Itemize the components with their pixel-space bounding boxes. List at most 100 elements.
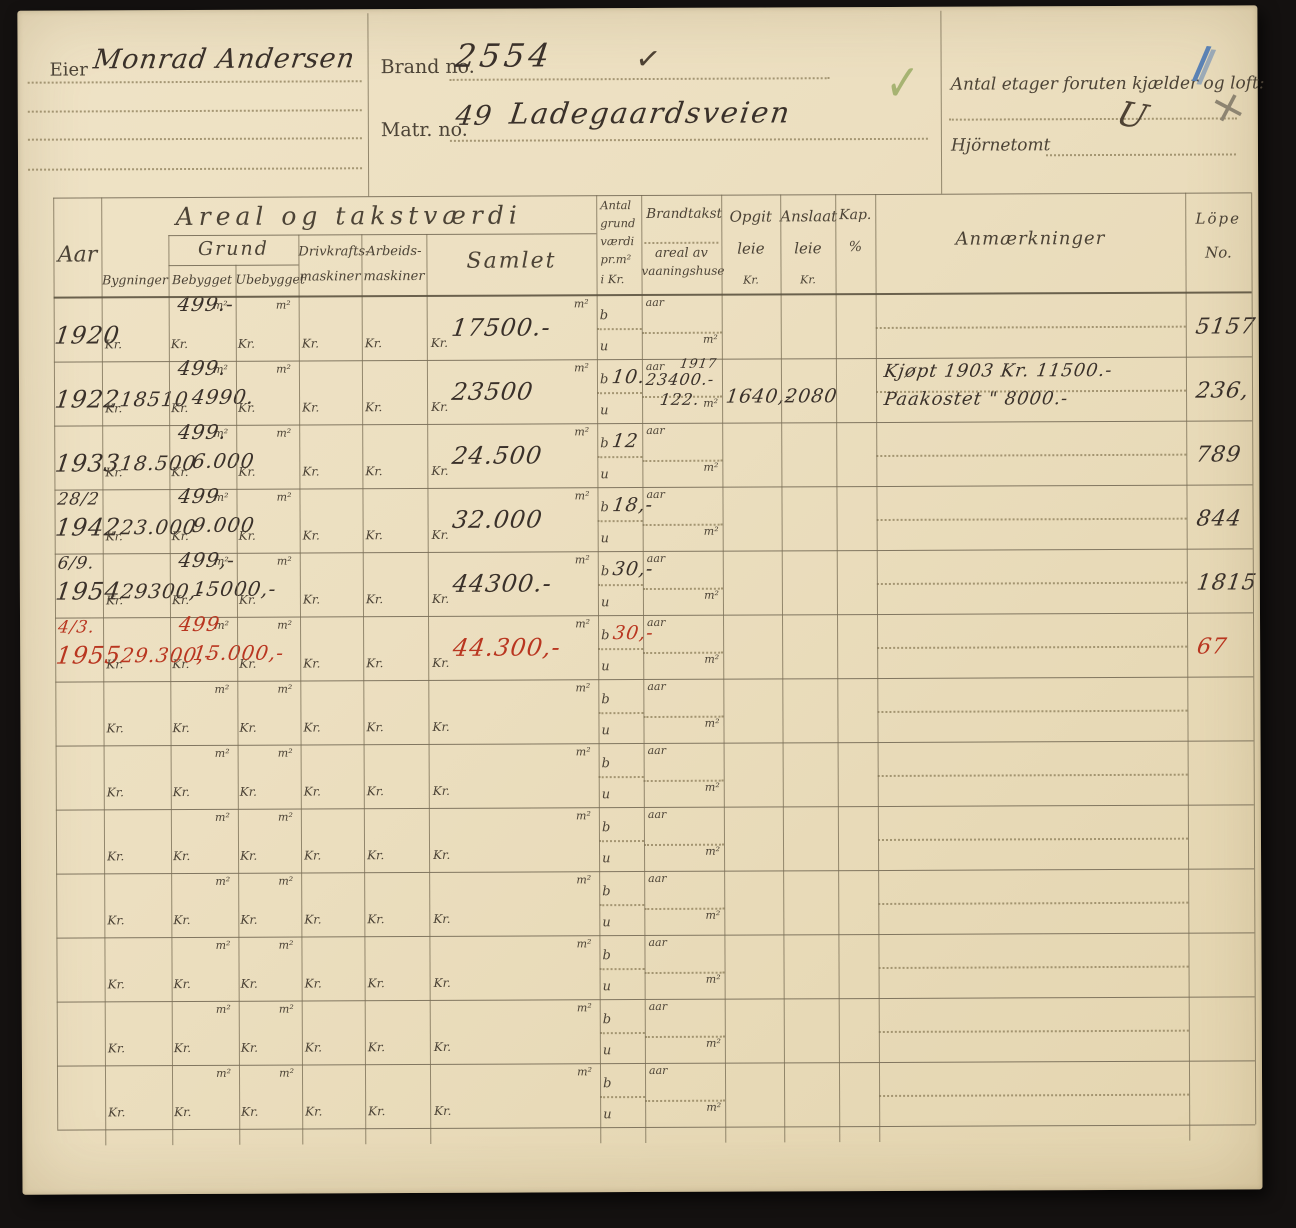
- samlet-m2-placeholder: m²: [574, 489, 590, 503]
- brandtakst-m2-placeholder: m²: [704, 588, 719, 602]
- col-header-kap-1: Kap.: [839, 207, 872, 224]
- bebygget-m2-placeholder: m²: [215, 938, 231, 952]
- grundvaerdi-u-placeholder: u: [600, 595, 610, 611]
- ubebygget-m2-placeholder: m²: [276, 490, 292, 504]
- bebygget-m2-placeholder: m²: [216, 1066, 232, 1080]
- samlet-m2-placeholder: m²: [575, 745, 591, 759]
- drivkrafts-kr-placeholder: Kr.: [304, 848, 322, 863]
- grundvaerdi-u-placeholder: u: [600, 467, 609, 483]
- brandtakst-m2-placeholder: m²: [703, 524, 719, 538]
- grundvaerdi-u-placeholder: u: [602, 915, 611, 931]
- bygninger-value: 18.500: [118, 450, 198, 476]
- grundvaerdi-b-placeholder: b: [601, 756, 611, 772]
- grundvaerdi-dotted-line: [596, 328, 642, 331]
- bebygget-kr-value: 15000,-: [191, 576, 279, 601]
- lope-no-value: 789: [1194, 442, 1244, 468]
- grundvaerdi-u-placeholder: u: [601, 787, 611, 803]
- aar-date-value: 28/2: [56, 489, 102, 510]
- bebygget-kr-placeholder: Kr.: [174, 1104, 192, 1120]
- col-header-antal-3: værdi: [600, 234, 635, 249]
- arbeids-kr-placeholder: Kr.: [365, 464, 383, 479]
- grundvaerdi-dotted-line: [597, 584, 643, 587]
- eier-label: Eier: [49, 59, 88, 81]
- drivkrafts-kr-placeholder: Kr.: [303, 720, 321, 735]
- brandtakst-header-divider: [644, 241, 719, 245]
- ubebygget-m2-placeholder: m²: [277, 746, 293, 760]
- brandtakst-m2-placeholder: m²: [706, 1036, 721, 1050]
- brandtakst-m2-placeholder: m²: [704, 780, 720, 794]
- grundvaerdi-u-placeholder: u: [601, 659, 610, 675]
- grundvaerdi-b-placeholder: b: [603, 1076, 612, 1092]
- brandtakst-m2-placeholder: m²: [705, 908, 721, 922]
- drivkrafts-kr-placeholder: Kr.: [303, 656, 321, 671]
- samlet-value: 44300.-: [450, 569, 554, 598]
- brandtakst-aar-placeholder: aar: [646, 423, 665, 438]
- samlet-kr-placeholder: Kr.: [433, 911, 451, 926]
- bebygget-area-value: 499: [177, 611, 222, 637]
- ubebygget-kr-placeholder: Kr.: [237, 336, 256, 351]
- brandtakst-aar-placeholder: aar: [646, 487, 665, 502]
- arbeids-kr-placeholder: Kr.: [366, 784, 385, 799]
- ubebygget-kr-placeholder: Kr.: [239, 720, 257, 735]
- samlet-kr-placeholder: Kr.: [432, 719, 450, 734]
- bebygget-kr-placeholder: Kr.: [173, 848, 191, 864]
- grundvaerdi-u-placeholder: u: [600, 531, 610, 547]
- drivkrafts-kr-placeholder: Kr.: [303, 784, 322, 799]
- grundvaerdi-u-placeholder: u: [601, 723, 610, 739]
- brandtakst-m2-placeholder: m²: [704, 652, 720, 666]
- table-row: m² m² m² Kr. Kr. Kr. Kr. Kr. Kr. b u aar…: [55, 804, 1255, 875]
- grundvaerdi-b-placeholder: b: [601, 820, 611, 836]
- brandtakst-m2-placeholder: m²: [706, 1100, 722, 1114]
- lope-no-value: 844: [1194, 506, 1244, 532]
- ubebygget-kr-placeholder: Kr.: [240, 848, 258, 863]
- col-header-arbeids-2: maskiner: [363, 268, 425, 285]
- col-header-brandtakst-3: vaaningshuse: [641, 263, 725, 279]
- green-check-icon: ✓: [884, 51, 921, 117]
- table-row: 4/3. 1955 m² m² m² Kr. Kr. Kr. Kr. Kr. K…: [54, 611, 1254, 683]
- col-header-bygninger: Bygninger: [102, 272, 168, 288]
- ubebygget-m2-placeholder: m²: [277, 682, 293, 696]
- col-header-kap-2: %: [848, 239, 863, 256]
- brandtakst-m2-placeholder: m²: [703, 460, 719, 474]
- ubebygget-m2-placeholder: m²: [278, 1002, 294, 1016]
- grundvaerdi-u-placeholder: u: [603, 1107, 612, 1123]
- anmaerkninger-dotted-line: [877, 709, 1188, 713]
- brandtakst-sum-value: 23400.-: [644, 369, 716, 390]
- samlet-kr-placeholder: Kr.: [431, 591, 450, 606]
- ubebygget-kr-placeholder: Kr.: [240, 976, 258, 991]
- arbeids-kr-placeholder: Kr.: [367, 1040, 386, 1055]
- col-header-antal-5: i Kr.: [600, 272, 625, 287]
- table-rows-container: 1920 m² m² m² Kr. Kr. Kr. Kr. Kr. Kr. 49…: [0, 0, 1293, 1131]
- brandtakst-m2-placeholder: m²: [705, 844, 721, 858]
- lope-no-value: 1815: [1195, 570, 1259, 596]
- col-header-opgit-2: leie: [737, 239, 765, 258]
- grundvaerdi-u-placeholder: u: [602, 1043, 612, 1059]
- bygninger-value: 18510: [118, 386, 191, 412]
- ubebygget-m2-placeholder: m²: [278, 938, 294, 952]
- bebygget-m2-placeholder: m²: [215, 874, 231, 888]
- col-header-aar: Aar: [57, 242, 98, 268]
- bebygget-m2-placeholder: m²: [214, 746, 230, 760]
- col-header-anslaat-2: leie: [794, 239, 822, 258]
- drivkrafts-kr-placeholder: Kr.: [302, 464, 320, 479]
- table-row: m² m² m² Kr. Kr. Kr. Kr. Kr. Kr. b u aar…: [56, 1060, 1256, 1131]
- bygninger-kr-placeholder: Kr.: [107, 1041, 126, 1056]
- ubebygget-m2-placeholder: m²: [276, 426, 292, 440]
- samlet-kr-placeholder: Kr.: [432, 783, 451, 798]
- samlet-m2-placeholder: m²: [576, 809, 591, 823]
- drivkrafts-kr-placeholder: Kr.: [304, 976, 322, 991]
- drivkrafts-kr-placeholder: Kr.: [302, 592, 321, 607]
- col-header-bebygget: Bebygget: [171, 271, 233, 288]
- samlet-value: 23500: [450, 377, 536, 406]
- brandtakst-m2-placeholder: m²: [702, 332, 718, 346]
- bebygget-kr-placeholder: Kr.: [173, 912, 191, 928]
- grundvaerdi-dotted-line: [598, 776, 644, 779]
- arbeids-kr-placeholder: Kr.: [366, 720, 384, 735]
- bygninger-kr-placeholder: Kr.: [108, 1105, 126, 1120]
- brandtakst-aar-placeholder: aar: [648, 1063, 668, 1077]
- drivkrafts-kr-placeholder: Kr.: [305, 1104, 323, 1119]
- drivkrafts-kr-placeholder: Kr.: [304, 912, 322, 927]
- col-header-lope-2: No.: [1205, 243, 1232, 262]
- bebygget-kr-value: 4990.: [190, 384, 256, 409]
- table-row: 1922 m² m² m² Kr. Kr. Kr. Kr. Kr. Kr. 18…: [53, 356, 1253, 427]
